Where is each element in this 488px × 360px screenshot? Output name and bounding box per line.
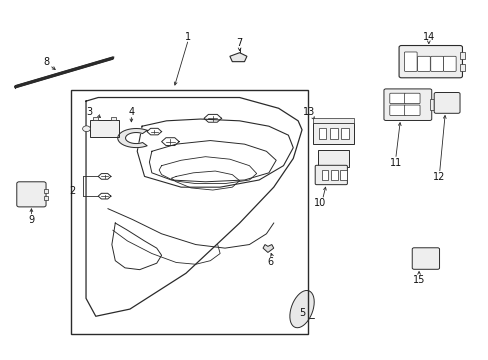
- Bar: [43, 196, 47, 200]
- Text: 5: 5: [298, 309, 305, 318]
- Text: 11: 11: [389, 158, 401, 168]
- FancyBboxPatch shape: [430, 56, 443, 71]
- FancyBboxPatch shape: [411, 248, 439, 269]
- FancyBboxPatch shape: [404, 105, 419, 116]
- Bar: [71, 90, 307, 334]
- Text: 1: 1: [185, 32, 191, 42]
- Polygon shape: [229, 53, 246, 62]
- Polygon shape: [263, 244, 273, 252]
- Text: 14: 14: [422, 32, 434, 41]
- Bar: [90, 120, 119, 137]
- Text: 8: 8: [43, 57, 49, 67]
- Text: 9: 9: [28, 215, 35, 225]
- Text: 6: 6: [267, 257, 273, 267]
- Bar: [93, 117, 98, 120]
- FancyBboxPatch shape: [433, 93, 459, 113]
- Bar: [43, 189, 47, 193]
- FancyBboxPatch shape: [389, 105, 405, 116]
- Bar: [312, 118, 353, 123]
- Text: 13: 13: [302, 107, 314, 117]
- Polygon shape: [289, 291, 314, 328]
- Polygon shape: [118, 129, 147, 148]
- FancyBboxPatch shape: [443, 56, 455, 71]
- Circle shape: [82, 126, 90, 132]
- FancyBboxPatch shape: [417, 56, 429, 71]
- Text: 12: 12: [432, 172, 445, 182]
- Bar: [339, 170, 346, 180]
- Text: 15: 15: [412, 275, 425, 285]
- Bar: [312, 123, 353, 144]
- Text: 2: 2: [70, 186, 76, 196]
- Text: 10: 10: [313, 198, 325, 208]
- Bar: [329, 128, 337, 139]
- Text: 4: 4: [128, 107, 134, 117]
- FancyBboxPatch shape: [404, 93, 419, 104]
- Bar: [321, 170, 328, 180]
- Bar: [340, 128, 348, 139]
- Bar: [459, 64, 464, 71]
- FancyBboxPatch shape: [398, 45, 462, 78]
- Text: 7: 7: [236, 38, 242, 48]
- Bar: [429, 99, 433, 110]
- Bar: [459, 52, 464, 59]
- Bar: [111, 117, 116, 120]
- Text: 3: 3: [86, 107, 92, 117]
- FancyBboxPatch shape: [17, 182, 46, 207]
- Bar: [330, 170, 337, 180]
- Bar: [317, 149, 348, 167]
- FancyBboxPatch shape: [315, 165, 346, 185]
- FancyBboxPatch shape: [389, 93, 405, 104]
- FancyBboxPatch shape: [383, 89, 431, 121]
- Bar: [318, 128, 326, 139]
- FancyBboxPatch shape: [404, 52, 416, 71]
